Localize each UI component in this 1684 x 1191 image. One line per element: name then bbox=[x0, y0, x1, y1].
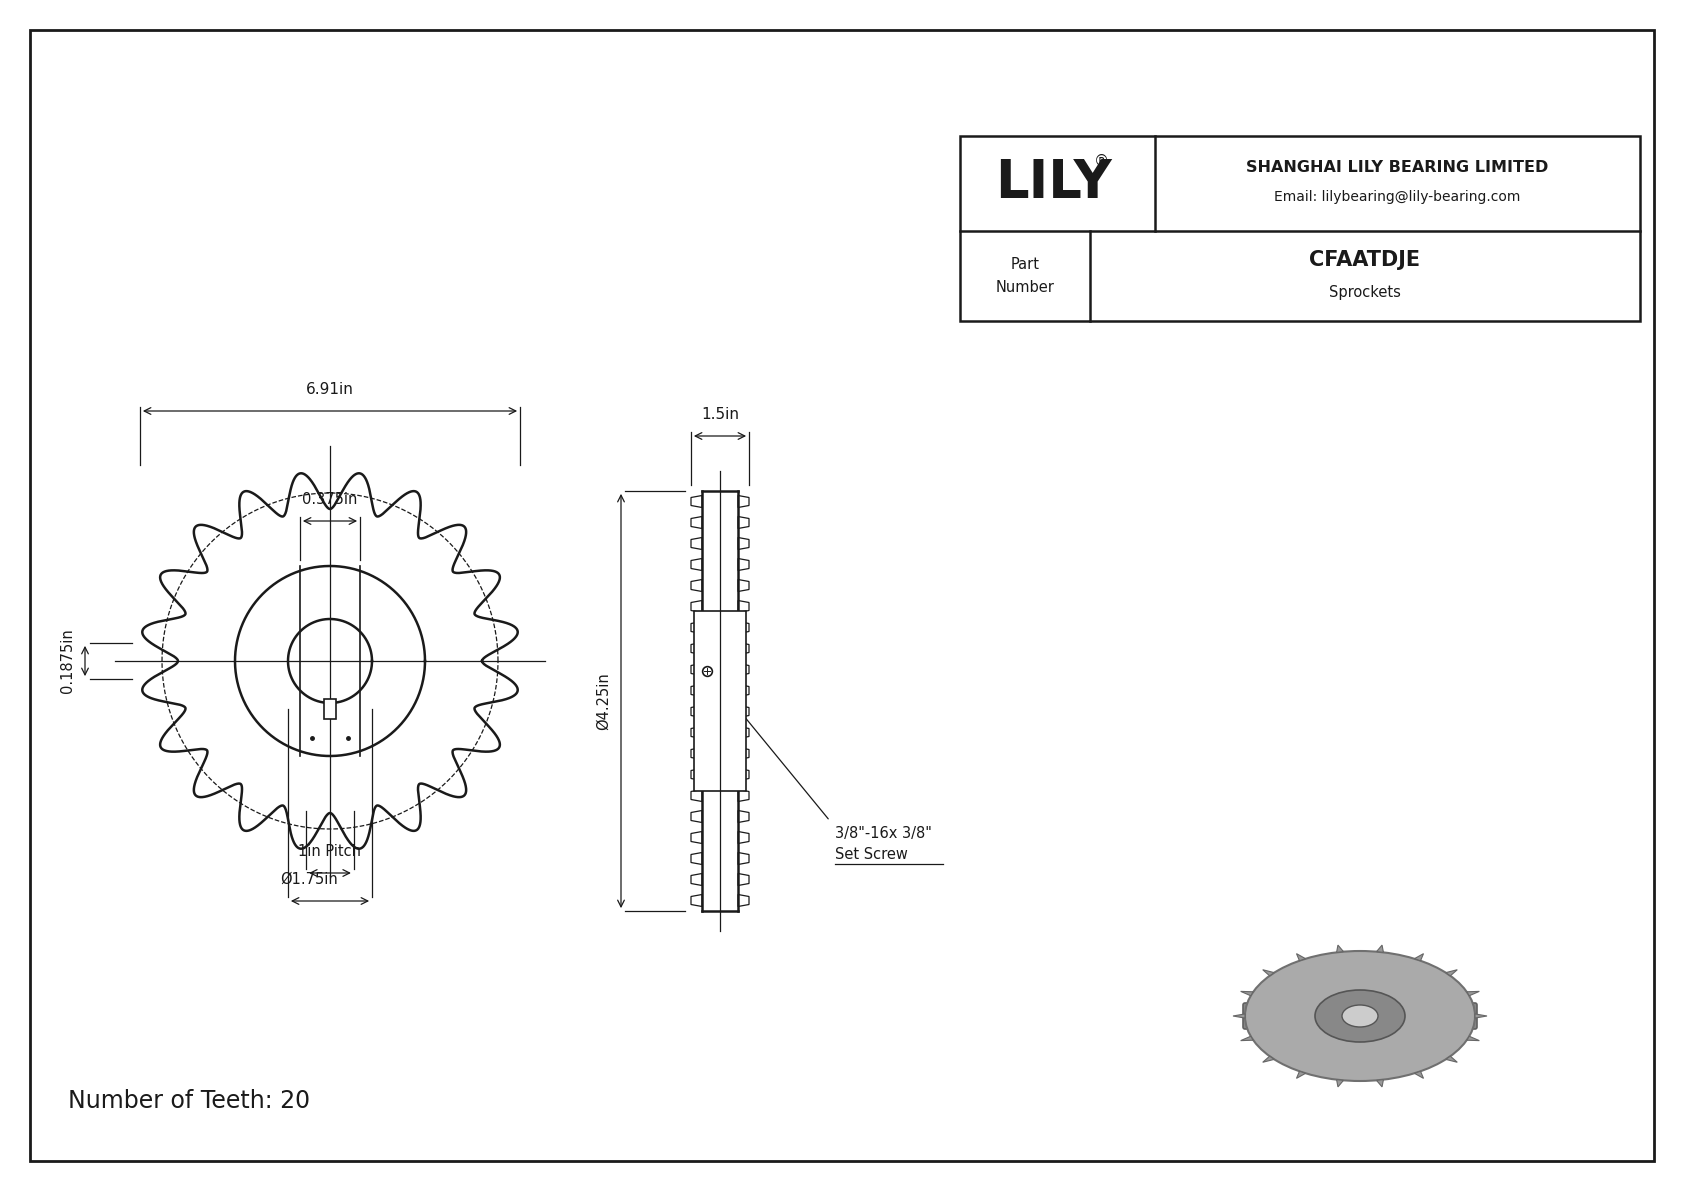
Polygon shape bbox=[690, 727, 702, 738]
Polygon shape bbox=[1263, 969, 1275, 975]
Polygon shape bbox=[690, 853, 702, 865]
Polygon shape bbox=[690, 768, 702, 780]
Polygon shape bbox=[1467, 1036, 1479, 1041]
Text: SHANGHAI LILY BEARING LIMITED: SHANGHAI LILY BEARING LIMITED bbox=[1246, 160, 1549, 175]
Text: 1in Pitch: 1in Pitch bbox=[298, 844, 362, 859]
Polygon shape bbox=[1475, 1014, 1487, 1018]
Text: Sprockets: Sprockets bbox=[1329, 285, 1401, 299]
Text: 0.375in: 0.375in bbox=[303, 492, 357, 507]
Polygon shape bbox=[1376, 1080, 1384, 1087]
Polygon shape bbox=[738, 685, 749, 697]
Polygon shape bbox=[738, 811, 749, 823]
Polygon shape bbox=[738, 517, 749, 529]
Polygon shape bbox=[738, 894, 749, 906]
Text: Email: lilybearing@lily-bearing.com: Email: lilybearing@lily-bearing.com bbox=[1275, 191, 1521, 205]
Polygon shape bbox=[738, 768, 749, 780]
Text: Number of Teeth: 20: Number of Teeth: 20 bbox=[67, 1089, 310, 1114]
Polygon shape bbox=[738, 600, 749, 612]
Polygon shape bbox=[1263, 1056, 1275, 1062]
Polygon shape bbox=[738, 559, 749, 570]
Polygon shape bbox=[738, 853, 749, 865]
Text: 6.91in: 6.91in bbox=[306, 382, 354, 397]
Polygon shape bbox=[738, 642, 749, 655]
Text: Ø4.25in: Ø4.25in bbox=[596, 672, 611, 730]
Polygon shape bbox=[1241, 1036, 1253, 1041]
Text: Part
Number: Part Number bbox=[995, 257, 1054, 294]
Text: 0.1875in: 0.1875in bbox=[61, 629, 76, 693]
Polygon shape bbox=[738, 873, 749, 885]
Polygon shape bbox=[738, 580, 749, 592]
Text: Set Screw: Set Screw bbox=[835, 847, 908, 862]
Polygon shape bbox=[690, 894, 702, 906]
Polygon shape bbox=[1447, 1056, 1457, 1062]
Polygon shape bbox=[690, 705, 702, 717]
FancyBboxPatch shape bbox=[1243, 1003, 1477, 1029]
Text: 1.5in: 1.5in bbox=[701, 407, 739, 422]
Polygon shape bbox=[690, 600, 702, 612]
Polygon shape bbox=[690, 790, 702, 802]
Polygon shape bbox=[738, 727, 749, 738]
Text: CFAATDJE: CFAATDJE bbox=[1310, 250, 1421, 270]
Polygon shape bbox=[1241, 991, 1253, 996]
Polygon shape bbox=[738, 790, 749, 802]
Polygon shape bbox=[738, 831, 749, 843]
Text: Ø1.75in: Ø1.75in bbox=[280, 872, 338, 887]
Polygon shape bbox=[1233, 1014, 1244, 1018]
Polygon shape bbox=[690, 622, 702, 634]
Ellipse shape bbox=[1342, 1005, 1378, 1027]
Polygon shape bbox=[1337, 946, 1344, 953]
Polygon shape bbox=[1415, 1071, 1423, 1078]
Polygon shape bbox=[738, 537, 749, 549]
Polygon shape bbox=[690, 748, 702, 760]
Polygon shape bbox=[738, 495, 749, 507]
Polygon shape bbox=[690, 642, 702, 655]
Polygon shape bbox=[1447, 969, 1457, 975]
Polygon shape bbox=[690, 537, 702, 549]
Polygon shape bbox=[690, 495, 702, 507]
Polygon shape bbox=[690, 811, 702, 823]
Polygon shape bbox=[690, 580, 702, 592]
Polygon shape bbox=[690, 685, 702, 697]
Polygon shape bbox=[690, 517, 702, 529]
Text: 3/8"-16x 3/8": 3/8"-16x 3/8" bbox=[835, 827, 931, 841]
Bar bbox=[694, 611, 746, 791]
Polygon shape bbox=[690, 831, 702, 843]
Polygon shape bbox=[738, 622, 749, 634]
Polygon shape bbox=[1297, 1071, 1305, 1078]
Polygon shape bbox=[1376, 946, 1384, 953]
Polygon shape bbox=[738, 663, 749, 675]
Polygon shape bbox=[1297, 954, 1305, 961]
Ellipse shape bbox=[1315, 990, 1404, 1042]
Polygon shape bbox=[1337, 1080, 1344, 1087]
Polygon shape bbox=[690, 663, 702, 675]
Bar bbox=[323, 699, 337, 719]
Polygon shape bbox=[690, 873, 702, 885]
Bar bbox=[960, 136, 1640, 322]
Text: LILY: LILY bbox=[995, 157, 1111, 210]
Polygon shape bbox=[690, 559, 702, 570]
Polygon shape bbox=[738, 705, 749, 717]
Text: ®: ® bbox=[1095, 154, 1110, 169]
Polygon shape bbox=[1415, 954, 1423, 961]
Polygon shape bbox=[738, 748, 749, 760]
Polygon shape bbox=[1467, 991, 1479, 996]
Ellipse shape bbox=[1244, 950, 1475, 1081]
